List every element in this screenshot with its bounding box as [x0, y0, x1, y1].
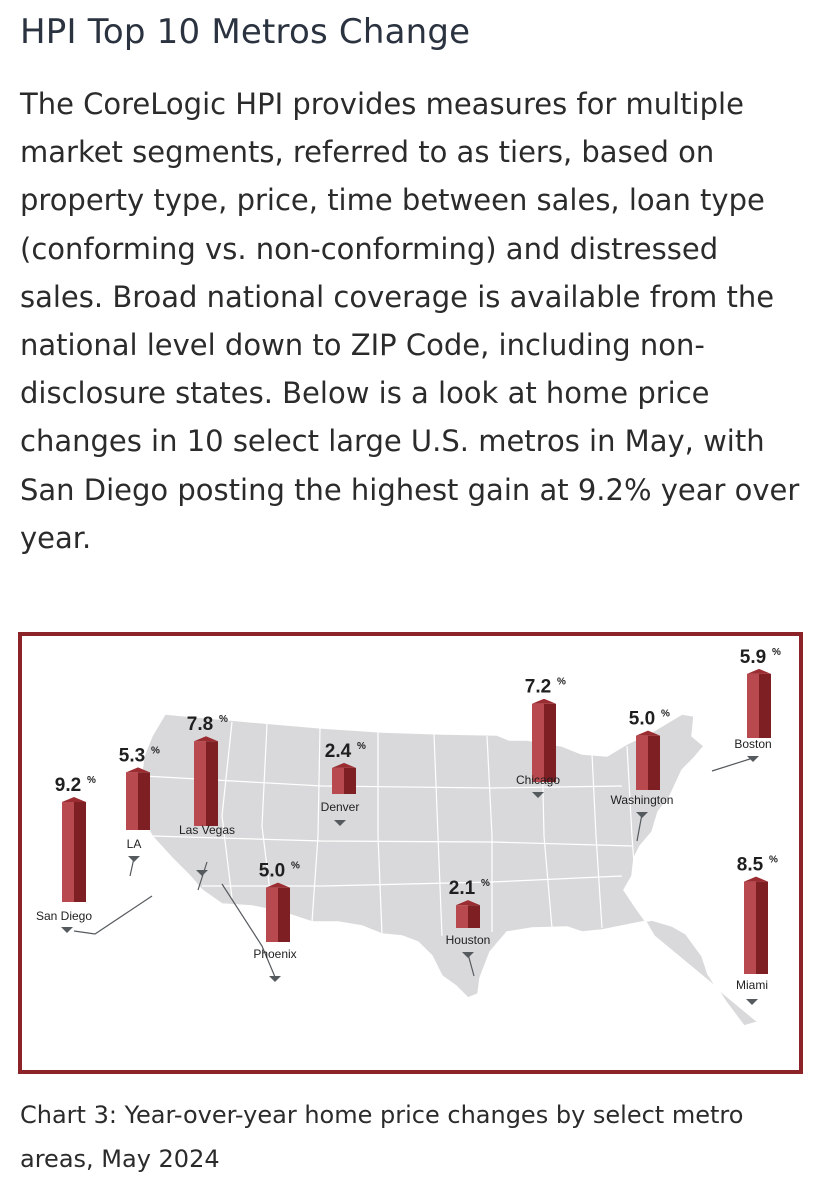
value-label-phoenix: 5.0	[259, 861, 285, 882]
bar-side-washington	[648, 736, 660, 790]
bar-face-washington	[636, 736, 648, 790]
us-map	[140, 714, 758, 1026]
bar-side-boston	[759, 674, 771, 738]
metro-map-chart: 9.2 % San Diego 5.3 % LA 7.8 % Las Vegas 2.4 % Denv…	[22, 636, 799, 1070]
city-label-phoenix: Phoenix	[253, 947, 296, 961]
bar-face-las-vegas	[194, 741, 206, 826]
city-label-boston: Boston	[734, 737, 771, 751]
city-label-las-vegas: Las Vegas	[179, 823, 235, 837]
pointer-line-boston	[712, 758, 753, 771]
unit-label-boston: %	[772, 647, 781, 658]
bar-face-boston	[747, 674, 759, 738]
value-label-houston: 2.1	[449, 878, 476, 899]
unit-label-washington: %	[661, 709, 670, 720]
bar-side-san-diego	[74, 802, 86, 902]
bar-chicago: 7.2 % Chicago	[516, 677, 566, 798]
value-label-las-vegas: 7.8	[187, 714, 213, 735]
bar-san-diego: 9.2 % San Diego	[36, 775, 96, 933]
unit-label-denver: %	[357, 741, 366, 752]
bar-roof-miami	[744, 877, 768, 882]
bar-side-phoenix	[278, 888, 290, 942]
value-label-chicago: 7.2	[525, 677, 551, 698]
bar-roof-san-diego	[62, 797, 86, 802]
unit-label-phoenix: %	[291, 861, 300, 872]
value-label-washington: 5.0	[629, 709, 655, 730]
unit-label-chicago: %	[557, 677, 566, 688]
marker-miami	[746, 999, 758, 1005]
city-label-san-diego: San Diego	[36, 909, 92, 923]
bar-side-chicago	[544, 704, 556, 782]
city-label-houston: Houston	[446, 933, 491, 947]
city-label-denver: Denver	[321, 800, 360, 814]
unit-label-san-diego: %	[87, 775, 96, 786]
city-label-chicago: Chicago	[516, 773, 560, 787]
value-label-boston: 5.9	[740, 647, 766, 668]
bar-face-la	[126, 772, 138, 830]
bar-side-miami	[756, 882, 768, 974]
marker-san-diego	[61, 927, 73, 933]
value-label-san-diego: 9.2	[55, 775, 81, 796]
value-label-miami: 8.5	[737, 855, 764, 876]
value-label-la: 5.3	[119, 745, 145, 766]
bar-face-denver	[332, 768, 344, 794]
page-title: HPI Top 10 Metros Change	[20, 12, 470, 52]
bar-roof-chicago	[532, 699, 556, 704]
bar-face-chicago	[532, 704, 544, 782]
marker-la	[128, 856, 140, 862]
chart-frame: 9.2% San Diego 5.3% LA 7.8% Las Vegas 2.4% Denv…	[18, 632, 803, 1074]
bar-side-las-vegas	[206, 741, 218, 826]
city-label-washington: Washington	[611, 793, 674, 807]
marker-phoenix	[269, 976, 281, 982]
city-label-la: LA	[127, 837, 142, 851]
bar-miami: 8.5 % Miami	[736, 855, 778, 1005]
bar-boston: 5.9 % Boston	[734, 647, 781, 762]
intro-paragraph: The CoreLogic HPI provides measures for …	[20, 80, 810, 562]
bar-face-miami	[744, 882, 756, 974]
unit-label-houston: %	[481, 878, 490, 889]
us-map-shape	[140, 714, 758, 1026]
bar-side-houston	[468, 905, 480, 928]
bar-side-denver	[344, 768, 356, 794]
bar-side-la	[138, 772, 150, 830]
value-label-denver: 2.4	[325, 741, 352, 762]
bar-roof-boston	[747, 669, 771, 674]
bar-face-phoenix	[266, 888, 278, 942]
chart-caption: Chart 3: Year-over-year home price chang…	[20, 1093, 800, 1181]
city-label-miami: Miami	[736, 978, 768, 992]
unit-label-las-vegas: %	[219, 714, 228, 725]
unit-label-miami: %	[769, 855, 778, 866]
unit-label-la: %	[151, 745, 160, 756]
bar-face-san-diego	[62, 802, 74, 902]
bar-face-houston	[456, 905, 468, 928]
